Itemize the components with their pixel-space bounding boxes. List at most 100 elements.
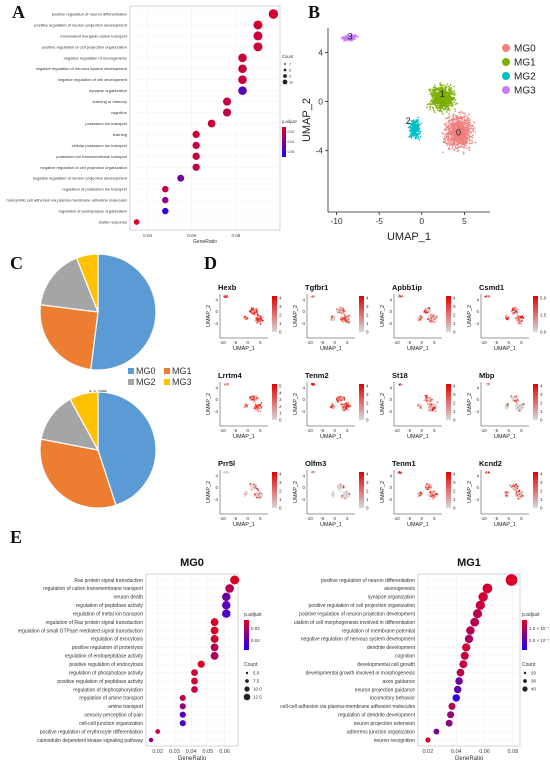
color-scale-bar [446, 384, 451, 420]
umap-point [444, 141, 446, 143]
umap-point [446, 144, 448, 147]
legend-padj-label-mg0: 0.04 [251, 638, 260, 643]
feature-cell [340, 316, 343, 319]
umap-point [468, 130, 471, 132]
umap-point [459, 111, 462, 113]
umap-point [353, 34, 356, 37]
umap-point [448, 119, 451, 122]
legend-count-dot-mg1 [523, 671, 527, 675]
umap-point [340, 37, 343, 40]
term-label-mg1: cell-cell adhesion via plasma-membrane a… [280, 704, 415, 710]
term-label-a: potassium ion transport [85, 121, 127, 126]
x-axis-title-d: UMAP_1 [494, 434, 516, 440]
umap-point [410, 137, 413, 139]
term-label-a: negative regulation of nervous system de… [36, 66, 128, 71]
feature-cell [506, 493, 509, 495]
feature-cell [431, 405, 434, 407]
cluster-number-label: 3 [348, 32, 353, 42]
umap-point [440, 104, 443, 106]
umap-point [455, 122, 458, 125]
legend-count-label-mg1: 40 [531, 687, 537, 692]
umap-point [450, 130, 453, 133]
dot-mg0 [222, 609, 231, 618]
feature-cell [435, 493, 437, 496]
umap-point [415, 125, 417, 128]
umap-point [442, 109, 445, 111]
umap-point [451, 126, 454, 129]
color-scale-label: 1 [453, 321, 456, 326]
umap-point [438, 93, 440, 95]
umap-point [442, 101, 445, 103]
y-tick-label-d: -4 [214, 409, 218, 414]
umap-point [468, 147, 470, 149]
umap-point [435, 95, 437, 98]
cluster-number-label: 0 [456, 127, 461, 137]
umap-point [418, 132, 420, 135]
cluster-number-label: 2 [406, 116, 411, 126]
feature-cell [422, 399, 425, 402]
feature-cell [485, 383, 488, 386]
umap-point [430, 92, 433, 95]
x-tick-label-b: 0 [419, 216, 424, 226]
feature-cell [341, 496, 344, 499]
umap-point [346, 39, 348, 42]
feature-cell [342, 396, 345, 399]
umap-point [417, 137, 419, 139]
umap-point [410, 127, 412, 130]
umap-point [456, 131, 459, 134]
feature-cell [425, 487, 428, 490]
umap-point [463, 143, 466, 145]
feature-cell [433, 494, 436, 497]
legend-padj-label-mg0: 0.02 [251, 626, 260, 631]
dot-mg1 [470, 617, 480, 627]
dot-mg1 [445, 719, 453, 727]
dot-mg0 [210, 626, 219, 635]
color-scale-label: 1 [366, 321, 369, 326]
y-tick-label-d: 4 [215, 385, 218, 390]
umap-point [462, 127, 465, 130]
gene-name: Hexb [218, 283, 237, 292]
feature-cell [343, 406, 346, 409]
color-scale-label: 0 [453, 418, 456, 423]
umap-point [454, 94, 456, 96]
umap-point [453, 122, 456, 125]
umap-point [462, 141, 465, 144]
umap-point [444, 94, 446, 96]
feature-cell [427, 309, 430, 312]
umap-point [439, 82, 441, 84]
umap-point [433, 109, 436, 112]
feature-cell [249, 396, 252, 399]
term-label-a: learning or memory [93, 99, 127, 104]
feature-cell [510, 395, 513, 398]
feature-cell [344, 314, 346, 317]
feature-cell [338, 399, 341, 402]
x-tick-label-mg0: 0.05 [203, 749, 214, 755]
feature-cell [341, 319, 344, 322]
umap-point [455, 116, 458, 119]
umap-point [453, 90, 455, 92]
feature-cell [257, 489, 260, 492]
umap-point [354, 36, 356, 39]
feature-cell [255, 308, 258, 310]
umap-point [433, 93, 436, 96]
legend-count-title-a: Count [282, 54, 294, 59]
umap-point [416, 125, 419, 128]
umap-point [438, 97, 441, 100]
feature-cell [332, 406, 335, 409]
feature-cell [336, 399, 339, 402]
feature-cell [517, 491, 520, 494]
feature-cell [342, 321, 345, 324]
feature-cell [431, 398, 434, 401]
feature-cell [243, 405, 246, 408]
umap-point [442, 132, 445, 135]
legend-swatch-b [502, 44, 510, 52]
umap-point [448, 85, 450, 88]
feature-cell [332, 496, 335, 499]
feature-cell [505, 492, 508, 495]
term-label-mg1: synapse organization [368, 595, 415, 601]
feature-cell [401, 383, 404, 386]
term-label-mg0: positive regulation of erythrocyte diffe… [40, 729, 144, 735]
umap-point [458, 142, 461, 145]
feature-cell [337, 488, 340, 491]
